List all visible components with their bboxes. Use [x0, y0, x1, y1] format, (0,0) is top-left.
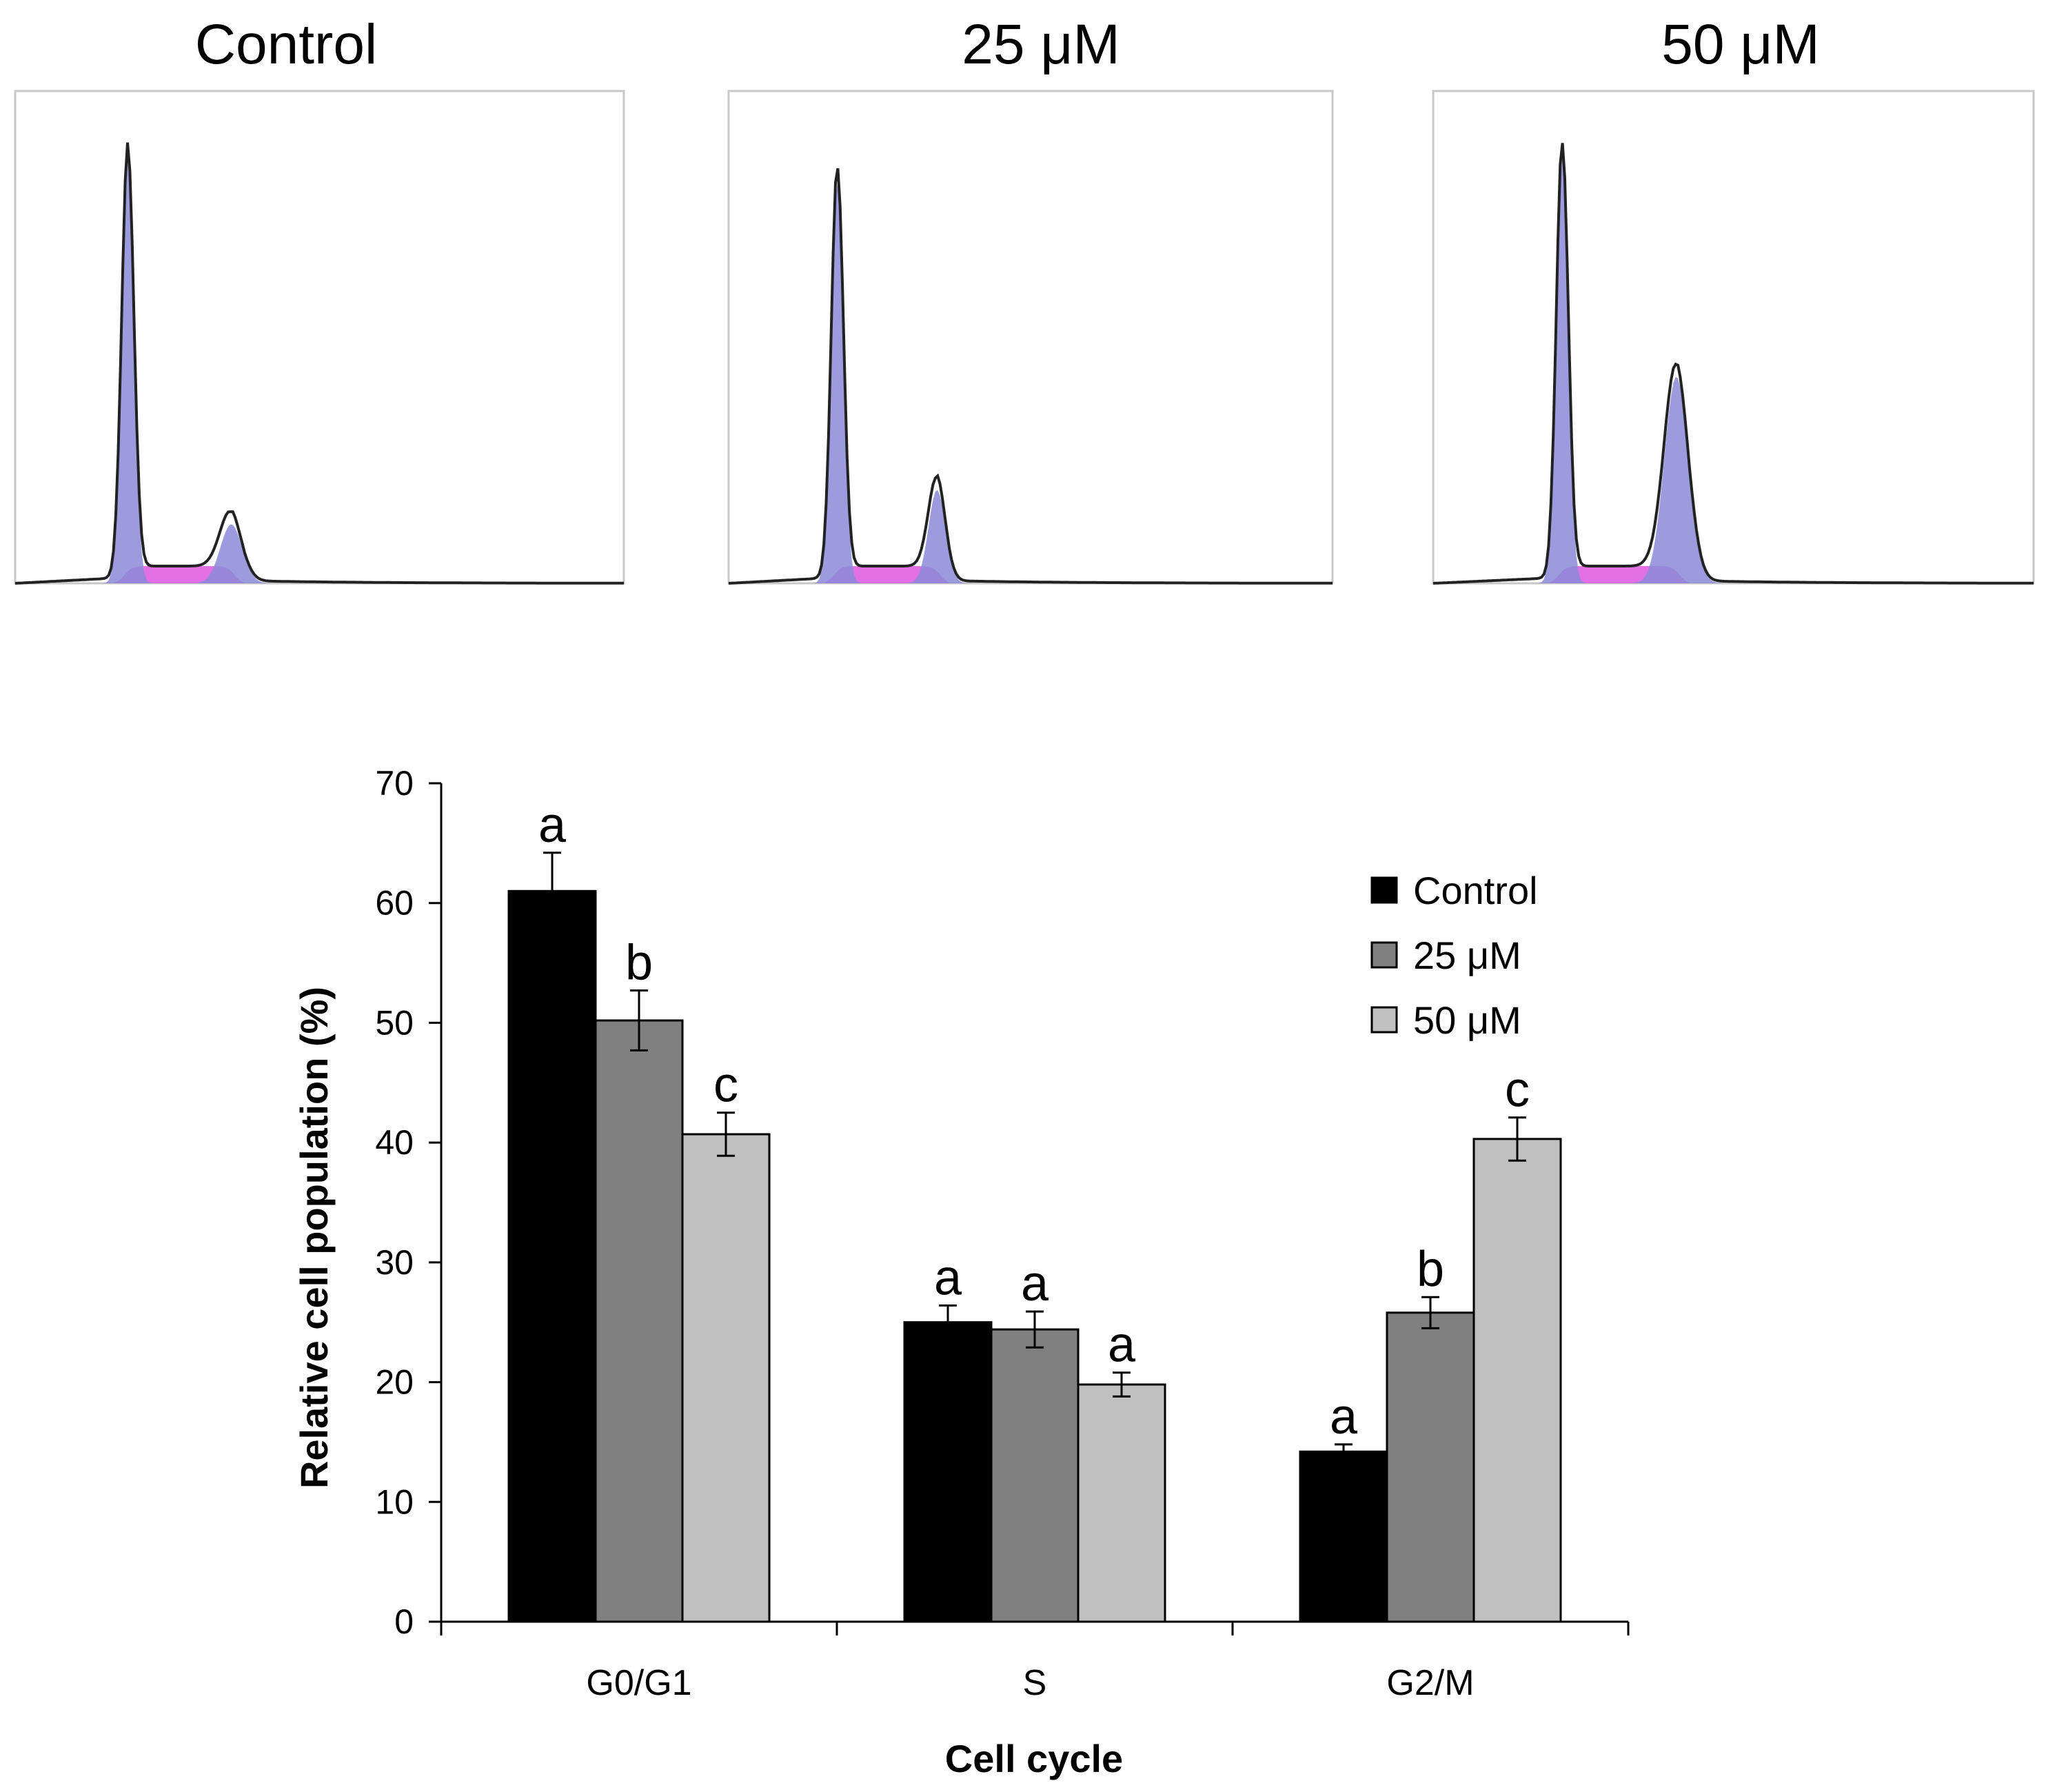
significance-label: c	[1505, 1063, 1530, 1118]
significance-label: b	[1417, 1242, 1444, 1297]
y-tick-label: 40	[375, 1123, 414, 1162]
histogram-frame	[1432, 90, 2035, 585]
bar-G0/G1-1	[507, 889, 597, 1623]
significance-label: a	[1021, 1256, 1049, 1311]
y-tick-label: 60	[375, 884, 414, 923]
histogram-title: Control	[195, 13, 377, 76]
legend: Control 25 μM 50 μM	[1370, 869, 1538, 1042]
significance-label: a	[934, 1250, 962, 1305]
x-tick-label: G2/M	[1386, 1663, 1474, 1703]
histogram-panels: Control 25 μM 50 μM	[14, 13, 2035, 585]
histogram-curve	[728, 168, 1333, 585]
x-tick-label: S	[1023, 1663, 1047, 1703]
significance-label: a	[1108, 1318, 1136, 1373]
legend-label-3: 50 μM	[1413, 998, 1521, 1042]
significance-label: b	[625, 936, 653, 991]
histogram-title: 50 μM	[1661, 13, 1820, 76]
histogram-title: 25 μM	[962, 13, 1120, 76]
significance-label: a	[1330, 1389, 1358, 1444]
x-axis-title: Cell cycle	[945, 1737, 1123, 1780]
bar-S-2	[990, 1328, 1080, 1623]
bar-S-3	[1077, 1383, 1166, 1623]
histogram-curve	[1432, 143, 2034, 585]
s-phase-area	[729, 566, 1333, 583]
histogram-panel-1: Control	[14, 13, 625, 585]
y-axis-title: Relative cell population (%)	[292, 987, 336, 1489]
bar-G2/M-3	[1472, 1138, 1562, 1623]
bars-layer: a b c a a a a b c	[507, 798, 1562, 1623]
histogram-curve	[14, 142, 624, 585]
s-phase-area	[15, 566, 624, 583]
y-tick-label: 50	[375, 1003, 414, 1042]
y-tick-label: 20	[375, 1363, 414, 1402]
y-tick-label: 70	[375, 764, 414, 803]
legend-label-1: Control	[1413, 869, 1538, 912]
bar-G2/M-2	[1386, 1311, 1475, 1623]
significance-label: c	[713, 1058, 738, 1113]
y-tick-label: 10	[375, 1482, 414, 1521]
y-tick-label: 30	[375, 1243, 414, 1282]
legend-label-2: 25 μM	[1413, 934, 1521, 977]
histogram-frame	[14, 90, 625, 585]
histogram-panel-3: 50 μM	[1432, 13, 2035, 585]
histogram-frame	[727, 90, 1334, 585]
histogram-panel-2: 25 μM	[727, 13, 1334, 585]
s-phase-area	[1433, 566, 2034, 583]
legend-swatch-3	[1370, 1006, 1398, 1034]
x-tick-label: G0/G1	[586, 1663, 691, 1703]
bar-G0/G1-3	[681, 1133, 771, 1623]
bar-G0/G1-2	[594, 1019, 684, 1623]
axes-layer: G0/G1 S G2/M 0 10 20 30 40 50 60 70	[375, 764, 1630, 1703]
bar-G2/M-1	[1299, 1450, 1388, 1623]
legend-swatch-2	[1370, 941, 1398, 969]
y-tick-label: 0	[394, 1602, 414, 1641]
bar-S-1	[903, 1321, 993, 1623]
significance-label: a	[538, 798, 567, 853]
legend-swatch-1	[1370, 876, 1398, 904]
bar-chart: Relative cell population (%) Cell cycle …	[292, 764, 1630, 1780]
